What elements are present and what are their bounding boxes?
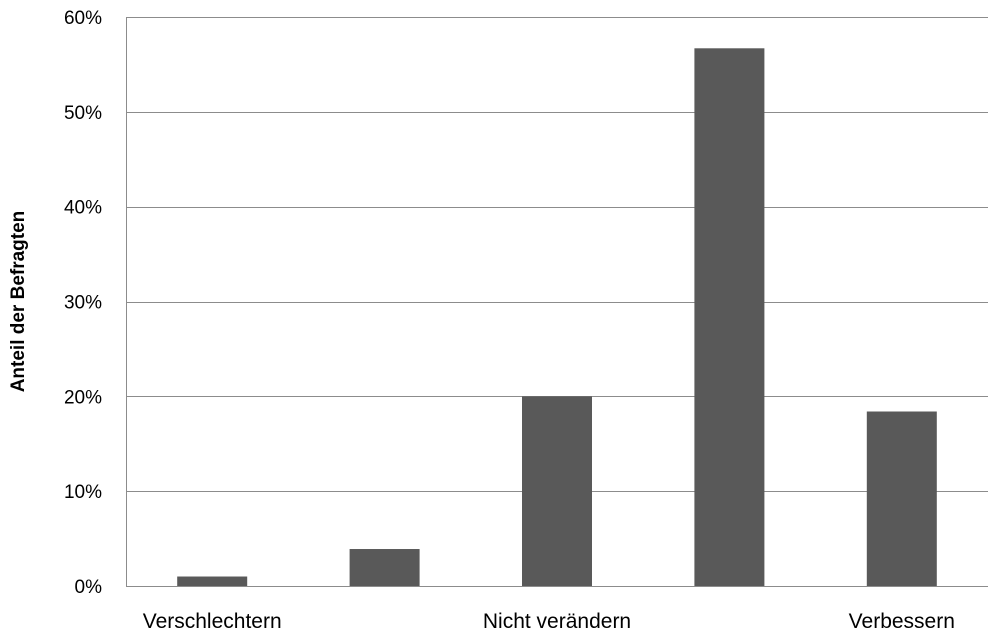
gridlines: [126, 17, 988, 587]
bars: [177, 48, 937, 587]
x-axis-ticks: Verschlechtern Nicht verändern Verbessern: [143, 610, 955, 633]
y-tick-label: 30%: [64, 293, 102, 314]
bar: [522, 396, 592, 586]
y-axis-title: Anteil der Befragten: [8, 211, 29, 393]
x-tick-label: Verbessern: [849, 610, 955, 633]
bar: [694, 48, 765, 587]
y-tick-label: 0%: [75, 577, 103, 598]
x-tick-label: Nicht verändern: [483, 610, 631, 633]
y-tick-label: 40%: [64, 198, 102, 219]
y-tick-label: 50%: [64, 103, 102, 124]
bar: [866, 411, 937, 586]
y-tick-label: 10%: [64, 482, 102, 503]
y-axis-ticks: 0% 10% 20% 30% 40% 50% 60%: [64, 8, 102, 598]
bar: [349, 549, 420, 586]
x-tick-label: Verschlechtern: [143, 610, 282, 633]
bar: [177, 576, 248, 586]
y-tick-label: 20%: [64, 387, 102, 408]
y-tick-label: 60%: [64, 8, 102, 29]
